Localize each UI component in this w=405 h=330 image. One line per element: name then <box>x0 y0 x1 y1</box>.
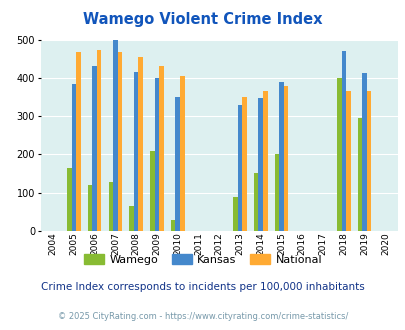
Bar <box>179 76 184 231</box>
Bar <box>366 90 371 231</box>
Text: Crime Index corresponds to incidents per 100,000 inhabitants: Crime Index corresponds to incidents per… <box>41 282 364 292</box>
Bar <box>108 182 113 231</box>
Bar <box>92 66 97 231</box>
Bar <box>232 197 237 231</box>
Bar <box>262 91 267 231</box>
Bar <box>336 78 341 231</box>
Bar <box>129 206 134 231</box>
Text: © 2025 CityRating.com - https://www.cityrating.com/crime-statistics/: © 2025 CityRating.com - https://www.city… <box>58 312 347 321</box>
Bar <box>154 78 159 231</box>
Bar <box>258 98 262 231</box>
Bar <box>362 73 366 231</box>
Bar <box>274 154 279 231</box>
Bar <box>87 185 92 231</box>
Bar <box>357 118 362 231</box>
Bar <box>150 150 154 231</box>
Bar <box>71 83 76 231</box>
Bar <box>138 57 143 231</box>
Bar <box>341 51 345 231</box>
Bar <box>97 50 101 231</box>
Bar <box>171 220 175 231</box>
Text: Wamego Violent Crime Index: Wamego Violent Crime Index <box>83 12 322 27</box>
Bar <box>242 97 246 231</box>
Bar <box>345 90 350 231</box>
Bar <box>283 86 288 231</box>
Bar <box>67 168 71 231</box>
Bar <box>237 105 242 231</box>
Bar <box>117 52 122 231</box>
Bar <box>175 97 179 231</box>
Legend: Wamego, Kansas, National: Wamego, Kansas, National <box>79 250 326 269</box>
Bar <box>159 66 163 231</box>
Bar <box>279 82 283 231</box>
Bar <box>76 52 81 231</box>
Bar <box>134 72 138 231</box>
Bar <box>253 173 258 231</box>
Bar <box>113 38 117 231</box>
